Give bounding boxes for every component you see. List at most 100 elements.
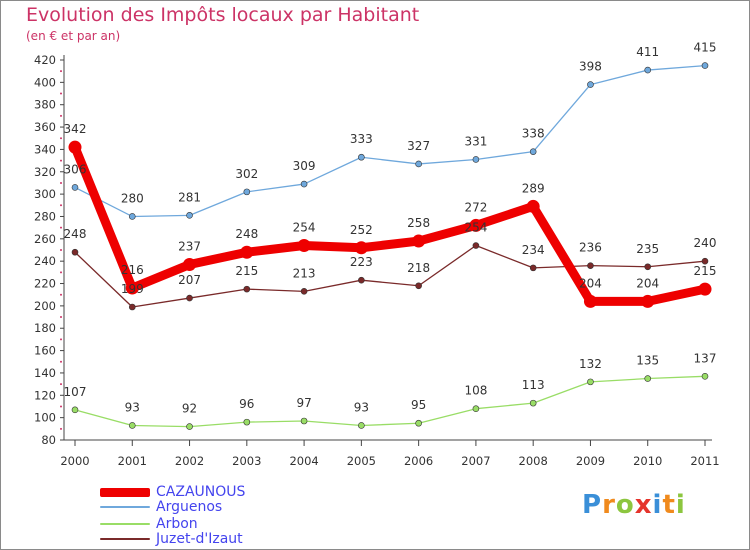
legend-item-arguenos: Arguenos	[100, 499, 222, 515]
data-point	[644, 66, 652, 74]
data-label: 223	[350, 255, 373, 269]
data-point	[186, 212, 193, 219]
y-tick-label: 160	[34, 344, 56, 358]
data-label: 235	[636, 242, 659, 256]
data-label: 280	[121, 191, 144, 205]
data-point	[71, 248, 79, 256]
data-point	[186, 294, 193, 302]
data-point	[358, 153, 365, 161]
data-point	[529, 399, 537, 407]
y-minor-tick	[60, 383, 62, 386]
data-point	[587, 81, 594, 88]
data-label: 272	[464, 200, 487, 214]
data-label: 215	[235, 264, 258, 278]
y-tick-label: 180	[34, 321, 56, 335]
data-point	[583, 294, 597, 308]
data-label: 248	[64, 227, 87, 241]
data-label: 338	[522, 127, 545, 141]
data-label: 113	[522, 378, 545, 392]
data-label: 213	[293, 266, 316, 280]
data-label: 331	[464, 134, 487, 148]
y-tick-label: 140	[34, 366, 56, 380]
data-label: 248	[235, 227, 258, 241]
data-point	[300, 180, 308, 188]
x-tick-label: 2002	[175, 454, 204, 468]
y-minor-tick	[60, 293, 62, 296]
y-minor-tick	[60, 92, 62, 95]
y-tick-label: 340	[34, 142, 56, 156]
y-tick-label: 240	[34, 254, 56, 268]
data-label: 306	[64, 162, 87, 176]
data-point	[297, 239, 311, 253]
legend-item-juzet: Juzet-d'Izaut	[100, 531, 243, 547]
x-tick-label: 2011	[690, 454, 719, 468]
y-minor-tick	[60, 181, 62, 184]
y-minor-tick	[60, 249, 62, 251]
legend-swatch-juzet	[100, 538, 150, 540]
data-label: 398	[579, 60, 602, 74]
legend-swatch-cazaunous	[100, 487, 150, 497]
series-line-arbon	[74, 375, 706, 428]
y-tick-label: 260	[34, 232, 56, 246]
x-tick-label: 2009	[576, 454, 605, 468]
legend-label-arbon: Arbon	[156, 516, 198, 532]
y-tick-label: 120	[34, 388, 56, 402]
x-tick-label: 2008	[519, 454, 548, 468]
x-tick-label: 2007	[461, 454, 490, 468]
y-minor-tick	[60, 405, 62, 408]
series-line-arguenos	[74, 64, 706, 218]
x-tick-label: 2004	[289, 454, 318, 468]
data-point	[701, 372, 709, 380]
data-point	[300, 288, 308, 295]
y-minor-tick	[60, 70, 62, 73]
x-tick-label: 2006	[404, 454, 433, 468]
data-label: 281	[178, 190, 201, 204]
y-minor-tick	[60, 137, 62, 140]
x-tick-label: 2010	[633, 454, 662, 468]
x-tick-label: 2000	[60, 454, 89, 468]
data-point	[415, 419, 422, 427]
data-label: 132	[579, 357, 602, 371]
legend-item-arbon: Arbon	[100, 516, 198, 532]
data-label: 236	[579, 241, 602, 255]
y-minor-tick	[60, 338, 62, 341]
data-label: 137	[694, 351, 717, 365]
x-tick-label: 2005	[347, 454, 376, 468]
data-point	[128, 422, 136, 429]
data-label: 207	[178, 273, 201, 287]
data-label: 108	[464, 384, 487, 398]
data-label: 258	[407, 216, 430, 230]
data-point	[71, 406, 79, 414]
data-point	[354, 241, 368, 255]
y-minor-tick	[60, 204, 62, 207]
data-point	[71, 184, 79, 191]
data-label: 252	[350, 223, 373, 237]
data-point	[472, 156, 480, 163]
data-label: 237	[178, 240, 201, 254]
y-minor-tick	[60, 427, 62, 430]
proxiti-logo: Proxiti	[582, 490, 686, 520]
data-point	[587, 378, 594, 386]
data-label: 415	[694, 41, 717, 55]
data-label: 254	[464, 221, 487, 235]
data-point	[644, 263, 652, 271]
series-line-juzetdizaut	[74, 244, 706, 308]
y-tick-label: 100	[34, 411, 56, 425]
y-minor-tick	[60, 271, 62, 274]
data-label: 95	[411, 398, 426, 412]
y-tick-label: 360	[34, 120, 56, 134]
y-tick-label: 380	[34, 98, 56, 112]
data-point	[186, 423, 193, 430]
data-label: 107	[64, 385, 87, 399]
data-label: 240	[694, 236, 717, 250]
data-point	[125, 281, 139, 295]
legend-swatch-arbon	[100, 523, 150, 525]
data-point	[472, 405, 480, 413]
data-label: 135	[636, 354, 659, 368]
y-tick-label: 400	[34, 75, 56, 89]
y-tick-label: 80	[41, 433, 56, 447]
data-point	[472, 242, 480, 249]
y-minor-tick	[60, 360, 62, 363]
y-tick-label: 300	[34, 187, 56, 201]
data-label: 333	[350, 132, 373, 146]
